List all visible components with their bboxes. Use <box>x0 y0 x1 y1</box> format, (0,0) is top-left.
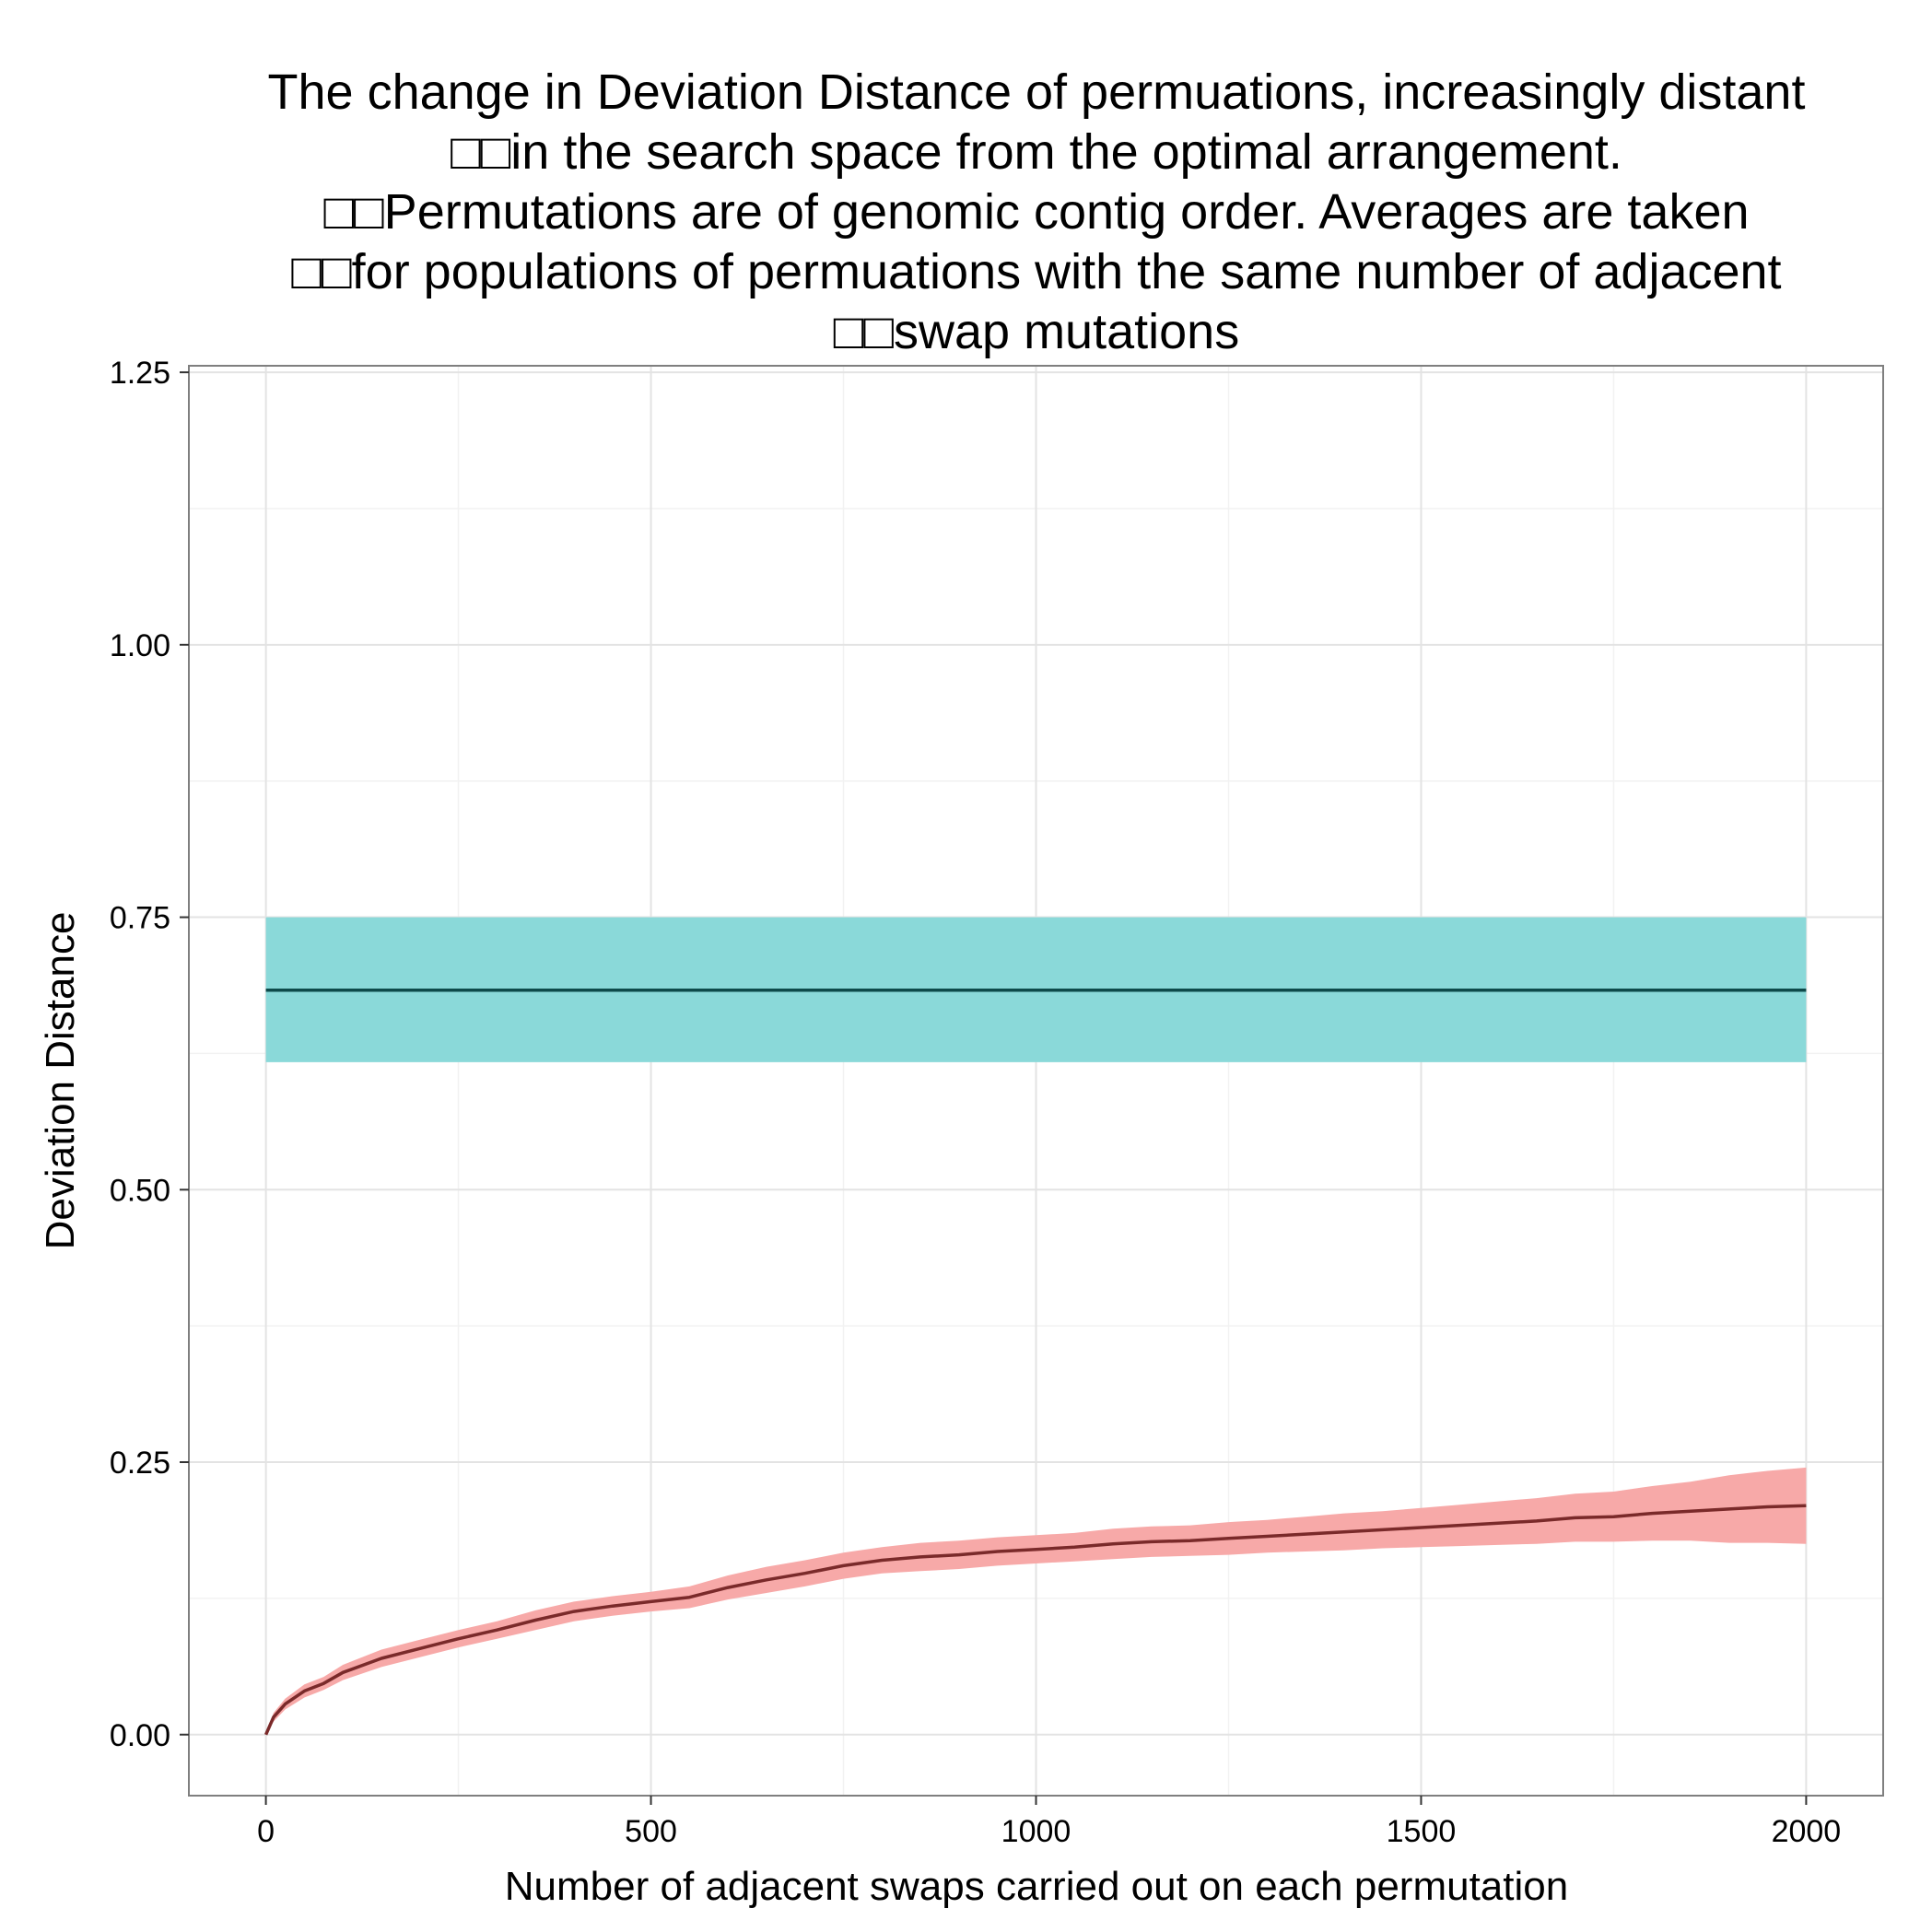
chart-title-line-4: □□for populations of permuations with th… <box>291 244 1781 299</box>
y-tick-label: 0.75 <box>110 901 170 936</box>
y-tick-label: 0.00 <box>110 1718 170 1753</box>
series-2-line <box>263 1504 1807 1736</box>
chart-title-line-2: □□in the search space from the optimal a… <box>451 124 1622 180</box>
chart-title: The change in Deviation Distance of perm… <box>268 64 1806 359</box>
x-axis-title: Number of adjacent swaps carried out on … <box>505 1864 1568 1909</box>
axes: 0 500 1000 1500 2000 0.00 0.25 0.50 0.75 1.00 1.25 <box>110 356 1841 1849</box>
chart-title-line-1: The change in Deviation Distance of perm… <box>268 64 1806 120</box>
x-tick-label: 1000 <box>1001 1814 1071 1849</box>
x-tick-label: 2000 <box>1772 1814 1842 1849</box>
chart-title-line-5: □□swap mutations <box>834 304 1239 359</box>
grid-lines <box>189 366 1883 1796</box>
series-lines <box>263 989 1807 1736</box>
x-tick-label: 500 <box>625 1814 677 1849</box>
series-2-band <box>265 1467 1807 1735</box>
y-tick-label: 0.25 <box>110 1446 170 1481</box>
y-tick-label: 0.50 <box>110 1173 170 1208</box>
x-tick-label: 0 <box>257 1814 275 1849</box>
y-tick-label: 1.25 <box>110 356 170 391</box>
chart-title-line-3: □□Permutations are of genomic contig ord… <box>323 184 1749 240</box>
y-tick-label: 1.00 <box>110 628 170 663</box>
x-tick-label: 1500 <box>1387 1814 1457 1849</box>
y-axis-title: Deviation Distance <box>38 912 83 1250</box>
